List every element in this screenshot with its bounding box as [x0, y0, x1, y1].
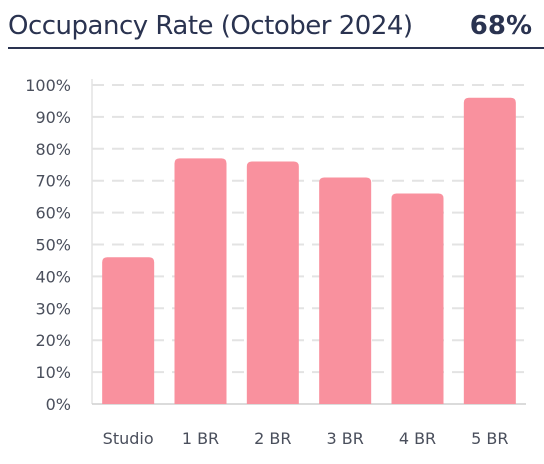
y-tick-label: 60%	[35, 204, 71, 223]
y-tick-label: 30%	[35, 299, 71, 318]
bar	[463, 97, 516, 404]
overall-occupancy-value: 68%	[469, 11, 532, 41]
chart-title: Occupancy Rate (October 2024)	[8, 11, 413, 41]
y-tick-label: 0%	[46, 395, 71, 414]
bar	[391, 193, 444, 404]
bar	[102, 257, 155, 404]
bar	[246, 161, 299, 404]
header-divider	[8, 47, 544, 49]
bar	[174, 158, 227, 404]
y-tick-label: 10%	[35, 363, 71, 382]
x-category-label: 3 BR	[326, 429, 363, 448]
y-tick-label: 100%	[25, 76, 71, 95]
y-tick-label: 90%	[35, 108, 71, 127]
y-tick-label: 40%	[35, 267, 71, 286]
x-category-label: 2 BR	[254, 429, 291, 448]
x-category-label: 1 BR	[182, 429, 219, 448]
y-tick-label: 80%	[35, 140, 71, 159]
chart-header: Occupancy Rate (October 2024) 68%	[0, 0, 544, 49]
y-tick-label: 20%	[35, 331, 71, 350]
bar	[319, 177, 372, 404]
y-tick-label: 70%	[35, 172, 71, 191]
x-category-label: 4 BR	[399, 429, 436, 448]
y-tick-label: 50%	[35, 236, 71, 255]
x-category-label: 5 BR	[471, 429, 508, 448]
x-category-label: Studio	[103, 429, 154, 448]
